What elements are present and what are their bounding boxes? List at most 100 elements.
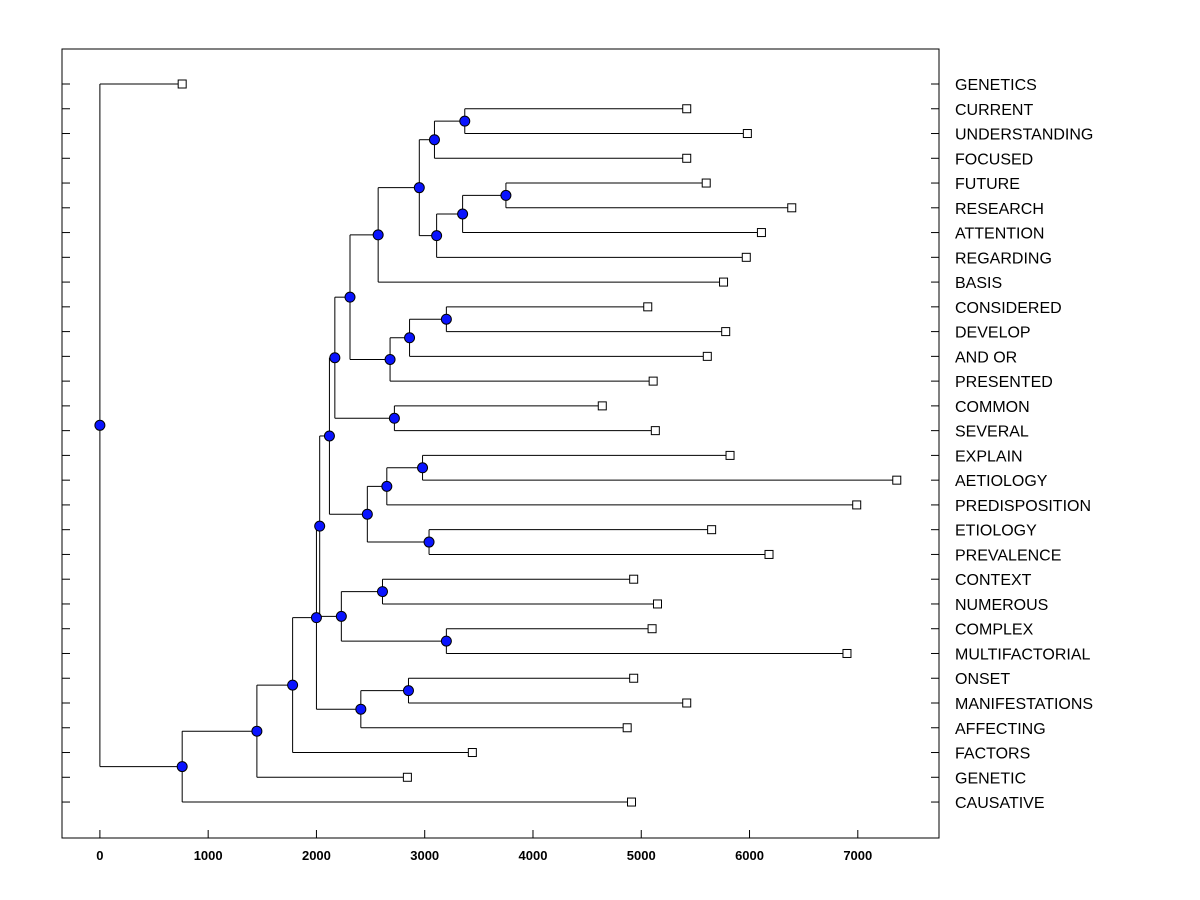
leaf-label: PREDISPOSITION [955,498,1091,515]
leaf-marker [682,153,692,163]
merge-node [384,353,396,365]
leaf-marker [725,450,735,460]
leaf-label: FUTURE [955,176,1020,193]
leaf-marker [467,748,477,758]
leaf-marker [597,401,607,411]
leaf-label: ATTENTION [955,226,1044,243]
x-tick-label: 0 [96,848,103,863]
leaf-marker [643,302,653,312]
leaf-labels: GENETICS CURRENT UNDERSTANDING FOCUSED FUTUR… [955,77,1093,812]
leaf-marker [842,648,852,658]
leaf-marker [629,673,639,683]
leaf-label: GENETIC [955,770,1026,787]
leaf-marker [652,599,662,609]
leaf-marker [756,228,766,238]
leaf-marker [622,723,632,733]
merge-node [423,536,435,548]
leaf-marker [707,525,717,535]
merge-node [372,229,384,241]
leaf-marker [648,376,658,386]
leaf-label: RESEARCH [955,201,1044,218]
leaf-marker [650,426,660,436]
leaf-label: ETIOLOGY [955,523,1037,540]
leaf-marker [629,574,639,584]
x-axis: 0 1000 2000 3000 4000 5000 6000 7000 [96,830,872,863]
leaf-marker [892,475,902,485]
leaf-label: CAUSATIVE [955,795,1045,812]
merge-node [388,412,400,424]
leaf-label: GENETICS [955,77,1037,94]
merge-node [251,725,263,737]
leaf-marker [682,104,692,114]
merge-node [355,703,367,715]
x-tick-label: 6000 [735,848,764,863]
leaf-label: FACTORS [955,746,1030,763]
leaf-label: FOCUSED [955,151,1033,168]
leaf-marker [177,79,187,89]
merge-node [381,480,393,492]
merge-node [413,182,425,194]
leaf-label: CURRENT [955,102,1033,119]
leaf-label: DEVELOP [955,325,1031,342]
leaf-marker [402,772,412,782]
merge-node [310,612,322,624]
leaf-marker [741,252,751,262]
plot-frame [61,48,940,839]
leaf-label: CONTEXT [955,572,1032,589]
merge-node [457,208,469,220]
leaf-label: CONSIDERED [955,300,1062,317]
merge-node [361,508,373,520]
leaf-marker [764,549,774,559]
x-tick-label: 4000 [519,848,548,863]
leaf-label: ONSET [955,671,1010,688]
leaf-marker [627,797,637,807]
merge-node [94,419,106,431]
merge-node [287,679,299,691]
leaf-marker [702,351,712,361]
leaf-label: AND OR [955,349,1017,366]
leaf-label: BASIS [955,275,1002,292]
merge-node [344,291,356,303]
merge-node [329,352,341,364]
merge-node [335,610,347,622]
leaf-label: AFFECTING [955,721,1046,738]
leaf-label: PRESENTED [955,374,1053,391]
merge-node [417,462,429,474]
leaf-label: AETIOLOGY [955,473,1048,490]
leaf-marker [742,129,752,139]
merge-node [176,761,188,773]
leaf-label: SEVERAL [955,424,1029,441]
leaf-markers [177,79,902,807]
leaf-marker [647,624,657,634]
leaf-label: EXPLAIN [955,448,1023,465]
leaf-marker [719,277,729,287]
leaf-label: COMPLEX [955,622,1034,639]
x-tick-label: 3000 [410,848,439,863]
leaf-label: MULTIFACTORIAL [955,646,1091,663]
merge-node [440,635,452,647]
x-tick-label: 7000 [843,848,872,863]
left-axis-ticks [62,83,70,803]
leaf-marker [787,203,797,213]
leaf-label: PREVALENCE [955,547,1061,564]
leaf-label: NUMEROUS [955,597,1048,614]
merge-node [402,685,414,697]
right-axis-ticks [931,83,939,803]
x-tick-label: 2000 [302,848,331,863]
merge-node [459,115,471,127]
leaf-marker [682,698,692,708]
merge-node [500,189,512,201]
merge-node [428,134,440,146]
merge-node [440,313,452,325]
leaf-marker [721,327,731,337]
leaf-label: REGARDING [955,250,1052,267]
leaf-label: UNDERSTANDING [955,127,1093,144]
leaf-label: MANIFESTATIONS [955,696,1093,713]
merge-nodes [94,115,512,773]
leaf-label: COMMON [955,399,1030,416]
merge-node [404,332,416,344]
x-tick-label: 5000 [627,848,656,863]
x-tick-label: 1000 [194,848,223,863]
leaf-marker [701,178,711,188]
